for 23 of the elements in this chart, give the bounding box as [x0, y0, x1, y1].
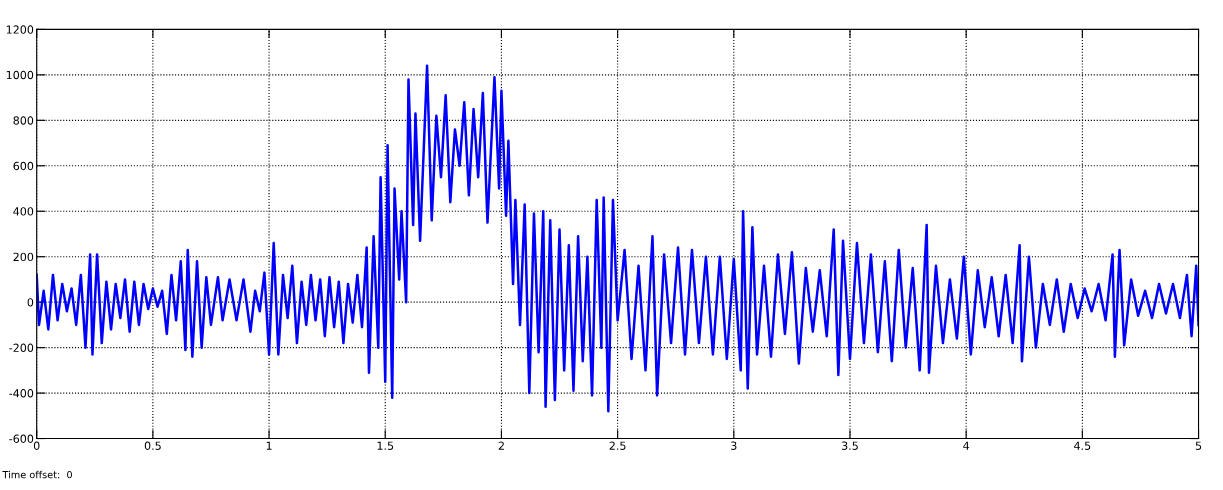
x-tick-label: 3 — [731, 441, 737, 450]
x-tick-label: 0 — [33, 441, 40, 450]
y-tick-label: 1000 — [6, 70, 34, 80]
y-tick-label: 800 — [13, 116, 34, 125]
x-tick-label: 3.5 — [842, 441, 858, 450]
y-tick-label: -200 — [9, 343, 34, 353]
x-tick-label: 5 — [1195, 441, 1202, 450]
y-tick-label: -400 — [9, 389, 34, 398]
y-tick-label: 1200 — [6, 25, 34, 34]
y-tick-label: 0 — [27, 298, 34, 307]
y-tick-label: -600 — [9, 434, 34, 443]
x-tick-label: 4.5 — [1074, 441, 1091, 450]
x-tick-label: 2.5 — [609, 441, 626, 450]
y-tick-label: 400 — [13, 207, 34, 216]
x-tick-label: 2 — [498, 441, 504, 450]
y-tick-label: 600 — [13, 161, 34, 171]
x-tick-label: 0.5 — [144, 441, 161, 450]
x-tick-label: 1.5 — [377, 441, 394, 450]
text: Time offset: 0 — [2, 470, 72, 479]
y-tick-label: 200 — [13, 252, 34, 262]
x-tick-label: 4 — [963, 441, 970, 450]
line-series — [36, 64, 1199, 413]
x-tick-label: 1 — [266, 441, 272, 450]
